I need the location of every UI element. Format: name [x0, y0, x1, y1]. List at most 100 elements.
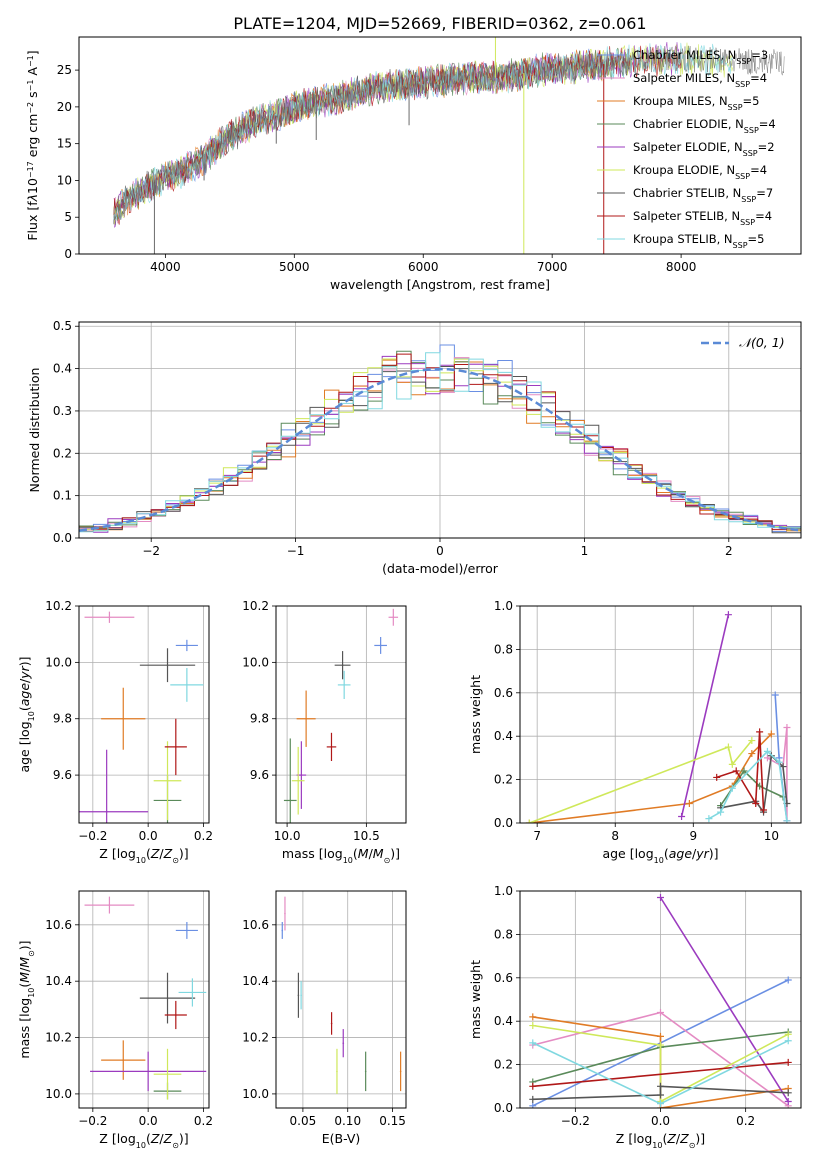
- y-tick-label: 10.0: [45, 1087, 72, 1101]
- x-axis-label: (data-model)/error: [382, 561, 499, 576]
- axes-frame: −0.2 0.0 0.2 0.0 0.2 0.4 0.6 0.8 1.0 Z [log10(Z/Z…: [468, 884, 802, 1150]
- legend-label-chabrier-elodie: Chabrier ELODIE, NSSP=4: [633, 117, 776, 135]
- x-tick-label: 0.0: [651, 1114, 670, 1128]
- x-axis-label: Z [log10(Z/Z⊙)]: [99, 846, 188, 865]
- legend-label-salpeter-elodie: Salpeter ELODIE, NSSP=2: [633, 140, 775, 158]
- x-axis-label: mass [log10(M/M⊙)]: [282, 846, 400, 865]
- weight-marker-kroupa-stelib: [783, 817, 791, 823]
- x-tick-label: 8: [611, 829, 619, 843]
- x-tick-label: 10.0: [274, 829, 301, 843]
- point-chabrier-stelib: [297, 994, 300, 997]
- x-axis-label: age [log10(age/yr)]: [602, 846, 718, 865]
- weight-line-salpeter-elodie: [680, 614, 730, 817]
- y-axis-label: age [log10(age/yr)]: [17, 656, 36, 772]
- weight-marker-chabrier-miles: [529, 1102, 537, 1108]
- weight-marker-salpeter-miles: [657, 1009, 664, 1017]
- x-tick-label: −0.2: [78, 1114, 107, 1128]
- x-tick-label: 0.10: [334, 1114, 361, 1128]
- y-tick-label: 10.2: [242, 1031, 269, 1045]
- weight-marker-chabrier-miles: [784, 976, 792, 984]
- point-salpeter-stelib: [175, 746, 177, 748]
- point-chabrier-miles: [379, 644, 382, 647]
- x-tick-label: 0.2: [736, 1114, 755, 1128]
- point-salpeter-elodie: [342, 1042, 345, 1044]
- y-axis-label: Flux [fλ10−17 erg cm−2 s−1 A−1]: [25, 50, 40, 240]
- weight-marker-chabrier-elodie: [740, 767, 748, 775]
- y-tick-label: 0.2: [494, 773, 513, 787]
- point-kroupa-elodie: [166, 1073, 169, 1075]
- y-tick-label: 10.2: [45, 1031, 72, 1045]
- weight-marker-salpeter-stelib: [760, 806, 768, 814]
- spectrum-data-line: [113, 45, 785, 221]
- legend-label-kroupa-stelib: Kroupa STELIB, NSSP=5: [633, 232, 764, 250]
- x-tick-label: −2: [142, 544, 160, 558]
- weight-marker-kroupa-miles: [767, 730, 775, 738]
- weight-line-chabrier-stelib: [720, 754, 788, 815]
- y-tick-label: 0.4: [494, 1014, 513, 1028]
- y-tick-label: 10.6: [45, 918, 72, 932]
- point-kroupa-stelib: [343, 684, 345, 686]
- weight-marker-salpeter-elodie: [724, 611, 732, 619]
- age-vs-mass-panel: 10.0 10.5 9.6 9.8 10.0 10.2 mass [log10(M/M⊙)]: [242, 599, 407, 865]
- point-kroupa-stelib: [186, 684, 188, 686]
- y-tick-label: 0.4: [494, 729, 513, 743]
- weight-marker-salpeter-elodie: [678, 812, 686, 820]
- y-tick-label: 10.0: [242, 1087, 269, 1101]
- axes-frame: −2 −1 0 1 2 0.0 0.1 0.2 0.3 0.4 0.5 (data-model)/er…: [27, 319, 802, 576]
- legend-label-chabrier-miles: Chabrier MILES, NSSP=3: [633, 48, 768, 66]
- y-tick-label: 15: [57, 137, 72, 151]
- legend-label-salpeter-stelib: Salpeter STELIB, NSSP=4: [633, 209, 772, 227]
- y-tick-label: 1.0: [494, 884, 513, 898]
- weight-marker-kroupa-stelib: [657, 1100, 664, 1108]
- point-kroupa-elodie: [297, 779, 299, 782]
- weight-marker-kroupa-stelib: [728, 784, 736, 792]
- y-axis-label: mass weight: [468, 960, 483, 1039]
- x-tick-label: 10.5: [353, 829, 380, 843]
- y-tick-label: 0.8: [494, 642, 513, 656]
- spectrum-line-kroupa-stelib: [113, 42, 733, 221]
- weight-marker-kroupa-stelib: [775, 758, 783, 766]
- weight-marker-chabrier-stelib: [657, 1091, 664, 1099]
- weight-line-salpeter-miles: [767, 727, 788, 821]
- y-tick-label: 9.8: [53, 712, 72, 726]
- y-tick-label: 10.2: [45, 599, 72, 613]
- point-kroupa-elodie: [336, 1070, 338, 1073]
- plot-area: [525, 611, 791, 823]
- y-tick-label: 10.2: [242, 599, 269, 613]
- y-tick-label: 0.2: [494, 1058, 513, 1072]
- x-tick-label: 0.0: [139, 829, 158, 843]
- x-tick-label: 5000: [279, 260, 310, 274]
- spectrum-panel: 4000 5000 6000 7000 8000 0 5 10 15 20 25 wavelength…: [25, 36, 802, 292]
- spectrum-line-kroupa-miles: [113, 49, 604, 220]
- residuals-panel: −2 −1 0 1 2 0.0 0.1 0.2 0.3 0.4 0.5 (data-model)/er…: [27, 319, 802, 576]
- x-axis-label: wavelength [Angstrom, rest frame]: [330, 277, 550, 292]
- y-tick-label: 0.8: [494, 927, 513, 941]
- weight-marker-chabrier-stelib: [529, 1095, 537, 1103]
- plot-area: [281, 896, 402, 1094]
- x-tick-label: 10: [764, 829, 779, 843]
- axes-border: [78, 605, 210, 824]
- point-salpeter-miles: [284, 912, 286, 915]
- x-axis-label: Z [log10(Z/Z⊙)]: [99, 1131, 188, 1150]
- plot-area: [113, 37, 785, 254]
- y-tick-label: 9.6: [250, 768, 269, 782]
- weight-vs-metallicity-panel: −0.2 0.0 0.2 0.0 0.2 0.4 0.6 0.8 1.0 Z [log10(Z/Z…: [468, 884, 802, 1150]
- axes-frame: 10.0 10.5 9.6 9.8 10.0 10.2 mass [log10(M/M⊙)]: [242, 599, 407, 865]
- weight-marker-chabrier-stelib: [779, 763, 787, 771]
- point-kroupa-miles: [122, 717, 125, 720]
- x-tick-label: 9: [689, 829, 697, 843]
- weight-marker-chabrier-stelib: [784, 1089, 792, 1097]
- weight-marker-chabrier-stelib: [657, 1082, 664, 1090]
- y-tick-label: 0.4: [53, 362, 72, 376]
- weight-marker-salpeter-stelib: [756, 728, 764, 736]
- weight-marker-kroupa-elodie: [525, 819, 533, 823]
- weight-marker-kroupa-elodie: [748, 737, 756, 745]
- axes-border: [519, 605, 802, 824]
- axes-frame: 7 8 9 10 0.0 0.2 0.4 0.6 0.8 1.0 age [log10(age/yr…: [468, 599, 802, 865]
- x-tick-label: 0.2: [194, 1114, 213, 1128]
- weight-marker-salpeter-stelib: [784, 1058, 792, 1066]
- point-chabrier-elodie: [289, 799, 292, 802]
- plot-area: [283, 608, 399, 823]
- legend-label-salpeter-miles: Salpeter MILES, NSSP=4: [633, 71, 767, 89]
- y-tick-label: 0.3: [53, 404, 72, 418]
